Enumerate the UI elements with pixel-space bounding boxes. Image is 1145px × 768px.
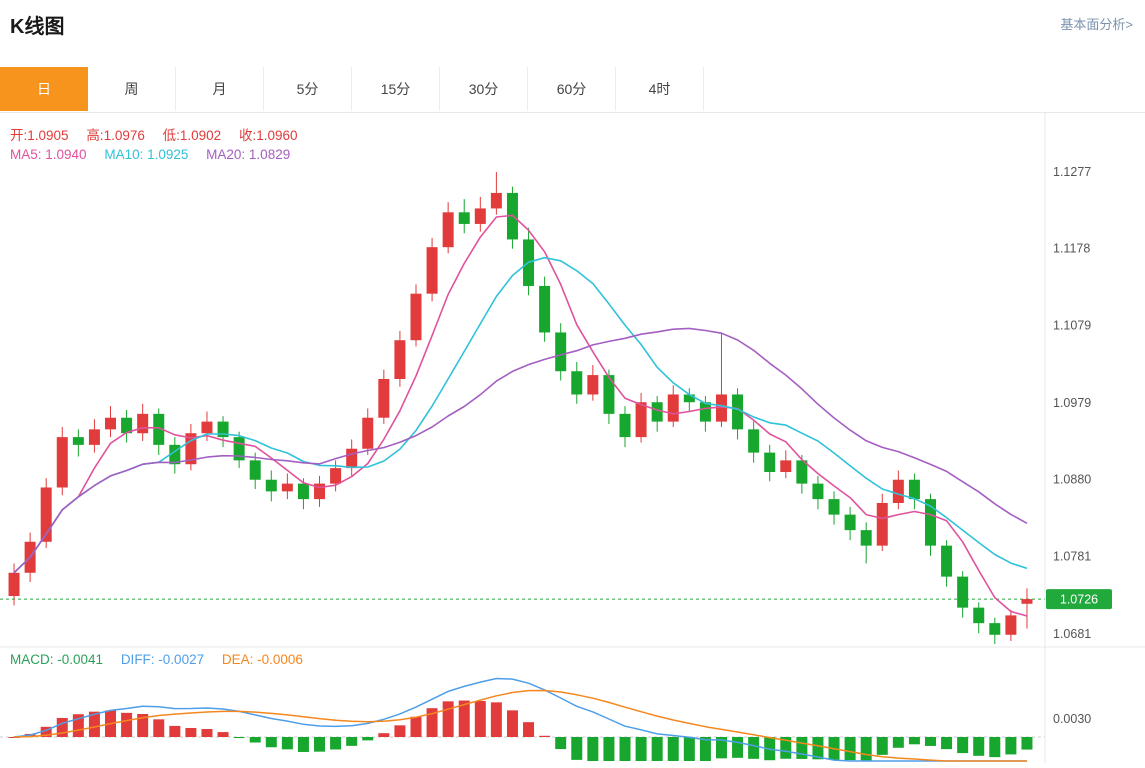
svg-text:1.1178: 1.1178: [1053, 242, 1090, 256]
tab-4hour[interactable]: 4时: [616, 67, 704, 111]
tab-60min[interactable]: 60分: [528, 67, 616, 111]
tab-30min[interactable]: 30分: [440, 67, 528, 111]
svg-text:1.0979: 1.0979: [1053, 396, 1091, 410]
high-value: 高:1.0976: [86, 128, 145, 143]
svg-text:1.0880: 1.0880: [1053, 473, 1091, 487]
svg-text:1.0781: 1.0781: [1053, 549, 1091, 563]
svg-text:1.0681: 1.0681: [1053, 627, 1091, 641]
header: K线图 基本面分析>: [0, 0, 1145, 60]
tab-5min[interactable]: 5分: [264, 67, 352, 111]
macd-legend: MACD: -0.0041 DIFF: -0.0027 DEA: -0.0006: [10, 652, 317, 667]
svg-text:1.1079: 1.1079: [1053, 318, 1091, 332]
tab-month[interactable]: 月: [176, 67, 264, 111]
macd-value: MACD: -0.0041: [10, 652, 104, 667]
ma5-value: MA5: 1.0940: [10, 147, 87, 162]
diff-value: DIFF: -0.0027: [120, 652, 205, 667]
page-title: K线图: [10, 16, 65, 38]
svg-text:0.0030: 0.0030: [1053, 712, 1091, 726]
open-value: 开:1.0905: [10, 128, 69, 143]
close-value: 收:1.0960: [238, 128, 298, 143]
ma-legend: MA5: 1.0940 MA10: 1.0925 MA20: 1.0829: [10, 147, 304, 162]
ma10-value: MA10: 1.0925: [104, 147, 189, 162]
fundamental-analysis-link[interactable]: 基本面分析>: [1060, 17, 1133, 32]
dea-value: DEA: -0.0006: [221, 652, 303, 667]
tab-day[interactable]: 日: [0, 67, 88, 111]
tab-15min[interactable]: 15分: [352, 67, 440, 111]
ohlc-legend: 开:1.0905 高:1.0976 低:1.0902 收:1.0960: [10, 124, 311, 144]
low-value: 低:1.0902: [162, 128, 222, 143]
svg-text:1.1277: 1.1277: [1053, 165, 1091, 179]
tab-week[interactable]: 周: [88, 67, 176, 111]
svg-text:1.0726: 1.0726: [1060, 593, 1098, 607]
interval-tabs: 日周月 5分 15分 30分 60分 4时: [0, 67, 1145, 113]
ma20-value: MA20: 1.0829: [206, 147, 291, 162]
